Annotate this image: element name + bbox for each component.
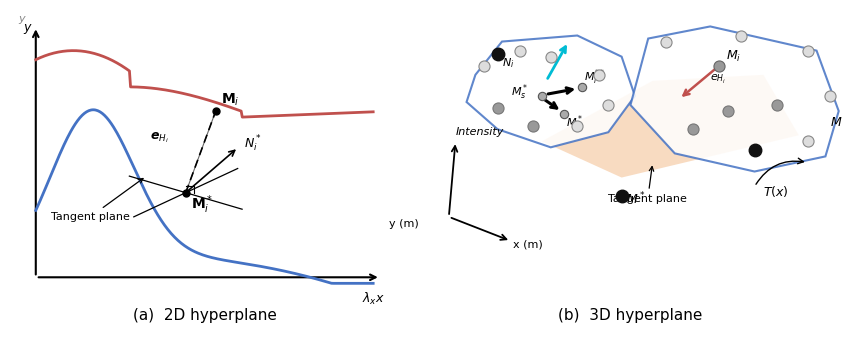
Text: x (m): x (m) bbox=[513, 239, 543, 249]
Text: $M_b^*$: $M_b^*$ bbox=[567, 114, 584, 133]
Text: Tangent plane: Tangent plane bbox=[51, 178, 143, 222]
Text: $e_{H_i}$: $e_{H_i}$ bbox=[711, 73, 727, 86]
Polygon shape bbox=[542, 75, 799, 177]
Text: $M_i^{**}$: $M_i^{**}$ bbox=[584, 68, 606, 87]
Text: $\lambda_x x$: $\lambda_x x$ bbox=[362, 291, 384, 307]
Text: $M^*$: $M^*$ bbox=[626, 191, 646, 208]
Text: $\boldsymbol{e}_{H_i}$: $\boldsymbol{e}_{H_i}$ bbox=[150, 131, 169, 145]
Text: Tangent plane: Tangent plane bbox=[608, 167, 688, 204]
Text: $y$: $y$ bbox=[23, 22, 32, 36]
Text: $y$: $y$ bbox=[18, 14, 26, 27]
Text: $N_i^*$: $N_i^*$ bbox=[244, 133, 262, 154]
Text: Intensity: Intensity bbox=[456, 127, 504, 137]
Text: $M_s^*$: $M_s^*$ bbox=[511, 83, 528, 102]
Text: $N_i$: $N_i$ bbox=[502, 56, 515, 70]
Text: (b)  3D hyperplane: (b) 3D hyperplane bbox=[558, 307, 703, 323]
Text: (a)  2D hyperplane: (a) 2D hyperplane bbox=[133, 307, 276, 323]
Text: y (m): y (m) bbox=[389, 219, 419, 230]
Text: $M_i$: $M_i$ bbox=[726, 49, 741, 64]
Text: $T(x)$: $T(x)$ bbox=[763, 184, 789, 199]
Text: $M$: $M$ bbox=[830, 116, 843, 129]
Polygon shape bbox=[630, 27, 838, 171]
Text: $\mathbf{M}_i$: $\mathbf{M}_i$ bbox=[222, 91, 240, 108]
Text: $\mathbf{M}_i^*$: $\mathbf{M}_i^*$ bbox=[192, 194, 214, 216]
Polygon shape bbox=[467, 35, 635, 147]
